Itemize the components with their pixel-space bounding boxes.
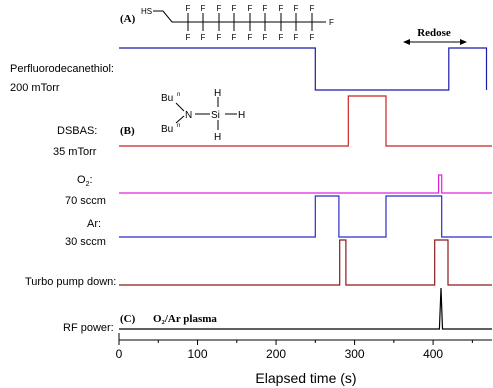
mol-a-hs: HS xyxy=(141,7,152,16)
mol-b-bu-bottom: Bu xyxy=(161,124,173,135)
redose-label: Redose xyxy=(417,27,451,39)
x-tick-label: 200 xyxy=(266,347,286,361)
mol-a-f-bottom: F xyxy=(186,33,191,42)
panel-label-b: (B) xyxy=(120,125,135,137)
x-axis: 0 100 200 300 400 xyxy=(116,333,492,361)
redose-arrow-right xyxy=(460,39,467,45)
mol-a-f-top: F xyxy=(232,4,237,13)
label-ar: Ar: xyxy=(87,218,101,230)
redose-annotation: Redose xyxy=(403,27,467,45)
mol-a-f-end: F xyxy=(329,18,334,27)
mol-b-h-top: H xyxy=(214,88,221,99)
label-o2-flow: 70 sccm xyxy=(65,195,106,207)
mol-b-bu-top-sup: n xyxy=(177,92,180,98)
x-tick-label: 300 xyxy=(345,347,365,361)
label-o2-sub: 2 xyxy=(86,181,90,188)
mol-a-bond-ch2 xyxy=(153,10,188,23)
series-trace-1 xyxy=(119,95,492,147)
series-trace-5 xyxy=(119,287,492,330)
label-ar-flow: 30 sccm xyxy=(65,236,106,248)
label-o2-o: O xyxy=(77,174,86,186)
molecule-a: HS F F F F F F F F F F F F F F F F F F F xyxy=(141,4,334,42)
x-tick-label: 100 xyxy=(188,347,208,361)
mol-a-f-top: F xyxy=(294,4,299,13)
mol-a-f-bottom: F xyxy=(294,33,299,42)
mol-a-f-top: F xyxy=(248,4,253,13)
label-perfluorodecanethiol-pressure: 200 mTorr xyxy=(10,82,60,94)
panel-label-c: (C) xyxy=(120,313,136,325)
mol-a-f-top: F xyxy=(217,4,222,13)
mol-a-f-bottom: F xyxy=(217,33,222,42)
bond-bu-n-top xyxy=(175,102,185,112)
series-trace-2 xyxy=(119,174,492,194)
mol-a-f-top: F xyxy=(279,4,284,13)
mol-a-f-bottom: F xyxy=(201,33,206,42)
mol-a-f-bottom: F xyxy=(310,33,315,42)
mol-a-f-bottom: F xyxy=(232,33,237,42)
mol-a-f-top: F xyxy=(263,4,268,13)
label-turbo-pump: Turbo pump down: xyxy=(25,276,116,288)
series-trace-3 xyxy=(119,195,492,238)
molecule-b: Bu n Bu n N Si H H H xyxy=(161,88,245,143)
mol-b-bu-top: Bu xyxy=(161,93,173,104)
panel-label-a: (A) xyxy=(120,13,136,25)
label-o2: O2: xyxy=(77,174,93,188)
plasma-annotation: O₂/Ar plasma xyxy=(153,313,217,325)
mol-a-f-bottom: F xyxy=(263,33,268,42)
label-dsbas-pressure: 35 mTorr xyxy=(53,146,97,158)
mol-a-f-top: F xyxy=(310,4,315,13)
series-traces xyxy=(119,47,492,330)
x-tick-label: 400 xyxy=(423,347,443,361)
mol-b-bu-bottom-sup: n xyxy=(177,123,180,129)
label-o2-colon: : xyxy=(89,174,92,186)
x-tick-label: 0 xyxy=(116,347,123,361)
mol-b-h-bottom: H xyxy=(214,132,221,143)
mol-b-h-right: H xyxy=(238,110,245,121)
mol-b-n: N xyxy=(185,110,192,121)
series-trace-4 xyxy=(119,239,492,286)
mol-a-f-bottom: F xyxy=(279,33,284,42)
mol-a-f-top: F xyxy=(186,4,191,13)
redose-arrow-left xyxy=(403,39,410,45)
bond-bu-n-bottom xyxy=(175,115,185,124)
mol-a-f-top: F xyxy=(201,4,206,13)
label-perfluorodecanethiol: Perfluorodecanethiol: xyxy=(10,63,114,75)
series-trace-0 xyxy=(119,47,488,91)
mol-a-f-bottom: F xyxy=(248,33,253,42)
label-rf-power: RF power: xyxy=(63,322,114,334)
x-axis-title: Elapsed time (s) xyxy=(255,370,356,386)
label-dsbas: DSBAS: xyxy=(57,125,97,137)
mol-b-si: Si xyxy=(211,110,220,121)
